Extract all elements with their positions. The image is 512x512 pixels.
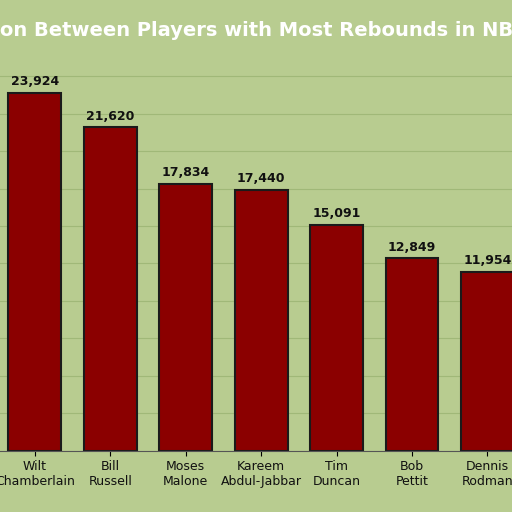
Text: 23,924: 23,924 [11,75,59,88]
Text: 21,620: 21,620 [86,110,135,122]
Text: 17,834: 17,834 [162,166,210,179]
Text: 15,091: 15,091 [312,207,361,220]
Bar [84,127,137,451]
Bar [234,189,288,451]
Text: Comparison Between Players with Most Rebounds in NBA History: Comparison Between Players with Most Reb… [0,21,512,40]
Bar [310,225,363,451]
Text: 12,849: 12,849 [388,241,436,254]
Text: 11,954: 11,954 [463,254,511,267]
Bar [386,258,438,451]
Bar [8,93,61,451]
Bar [461,272,512,451]
Text: 17,440: 17,440 [237,172,285,185]
Bar [159,184,212,451]
